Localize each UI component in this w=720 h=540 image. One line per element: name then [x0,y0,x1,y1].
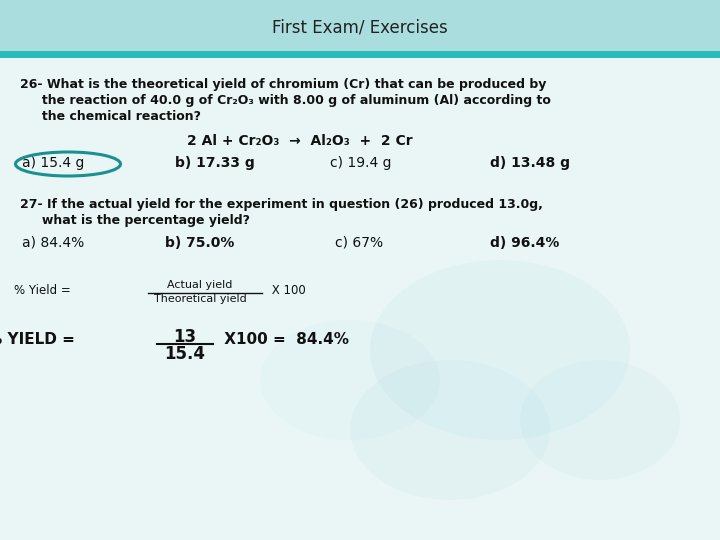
Text: b) 17.33 g: b) 17.33 g [175,156,255,170]
Text: the chemical reaction?: the chemical reaction? [20,110,201,123]
Text: a) 84.4%: a) 84.4% [22,236,84,250]
Text: 13: 13 [174,328,197,346]
Text: Actual yield: Actual yield [167,280,233,290]
Text: what is the percentage yield?: what is the percentage yield? [20,214,250,227]
Text: d) 13.48 g: d) 13.48 g [490,156,570,170]
Text: X100 =  84.4%: X100 = 84.4% [219,333,349,348]
Text: the reaction of 40.0 g of Cr₂O₃ with 8.00 g of aluminum (Al) according to: the reaction of 40.0 g of Cr₂O₃ with 8.0… [20,94,551,107]
Text: c) 67%: c) 67% [335,236,383,250]
Text: First Exam/ Exercises: First Exam/ Exercises [272,18,448,36]
Text: b) 75.0%: b) 75.0% [165,236,235,250]
Ellipse shape [350,360,550,500]
Text: X 100: X 100 [268,284,306,296]
Text: 27- If the actual yield for the experiment in question (26) produced 13.0g,: 27- If the actual yield for the experime… [20,198,543,211]
Ellipse shape [520,360,680,480]
Text: % Yield =: % Yield = [14,284,75,296]
Ellipse shape [370,260,630,440]
Text: c) 19.4 g: c) 19.4 g [330,156,392,170]
Text: 26- What is the theoretical yield of chromium (Cr) that can be produced by: 26- What is the theoretical yield of chr… [20,78,546,91]
FancyBboxPatch shape [0,51,720,58]
Text: 15.4: 15.4 [164,345,205,363]
Text: d) 96.4%: d) 96.4% [490,236,559,250]
Text: 2 Al + Cr₂O₃  →  Al₂O₃  +  2 Cr: 2 Al + Cr₂O₃ → Al₂O₃ + 2 Cr [187,134,413,148]
Text: a) 15.4 g: a) 15.4 g [22,156,84,170]
FancyBboxPatch shape [0,0,720,58]
Text: Theoretical yield: Theoretical yield [153,294,246,304]
Text: % YIELD =: % YIELD = [0,333,80,348]
